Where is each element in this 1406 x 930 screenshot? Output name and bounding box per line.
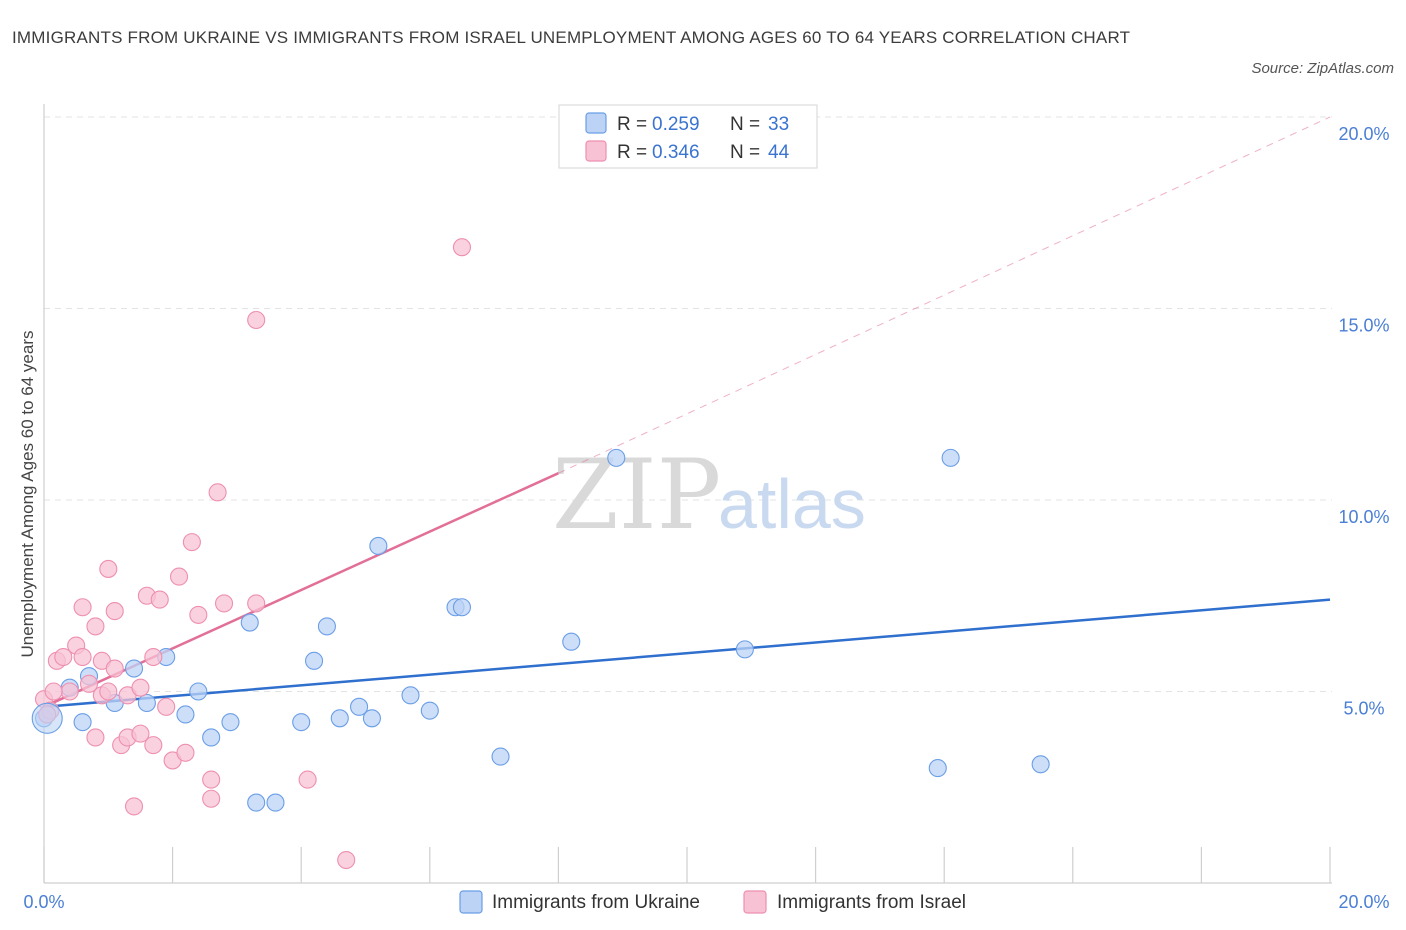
- watermark-zip: ZIP: [552, 439, 721, 551]
- legend-n-value-ukraine: 33: [768, 114, 789, 135]
- correlation-legend: R = 0.259 N = 33 R = 0.346 N = 44: [558, 104, 818, 169]
- israel-point: [105, 602, 124, 621]
- x-tick-label-left: 0.0%: [23, 892, 64, 912]
- y-axis-label: Unemployment Among Ages 60 to 64 years: [18, 331, 37, 658]
- source-label: Source: ZipAtlas.com: [1251, 60, 1394, 77]
- israel-point: [54, 647, 73, 667]
- israel-point: [169, 567, 189, 586]
- legend-n-value-israel: 44: [768, 142, 790, 163]
- legend-swatch-israel: [585, 140, 607, 162]
- ukraine-point: [369, 536, 388, 556]
- ukraine-point: [73, 713, 92, 732]
- israel-point: [452, 238, 472, 257]
- israel-point: [73, 647, 92, 667]
- x-tick-label-right: 20.0%: [1338, 892, 1389, 912]
- y-tick-label: 15.0%: [1338, 316, 1389, 336]
- ukraine-point: [350, 697, 369, 716]
- ukraine-point: [562, 632, 581, 651]
- legend-r-label-ukraine: R =: [617, 114, 647, 135]
- y-tick-label: 5.0%: [1343, 699, 1384, 719]
- ukraine-point: [452, 598, 472, 617]
- y-axis-tick-labels: 20.0% 15.0% 10.0% 5.0%: [1338, 124, 1389, 719]
- israel-point: [208, 483, 227, 502]
- israel-point: [86, 617, 105, 636]
- israel-point: [157, 697, 176, 716]
- israel-point: [202, 789, 221, 808]
- israel-point: [44, 682, 63, 701]
- series-label-ukraine: Immigrants from Ukraine: [492, 892, 700, 913]
- ukraine-point: [240, 613, 259, 632]
- israel-point: [247, 310, 266, 330]
- israel-point: [150, 590, 169, 609]
- ukraine-point: [221, 713, 240, 732]
- data-points: [31, 238, 1050, 870]
- israel-point: [247, 594, 266, 613]
- legend-r-label-israel: R =: [617, 142, 647, 163]
- series-swatch-ukraine: [459, 890, 483, 914]
- grid-lines: [44, 116, 1332, 692]
- watermark: ZIP atlas: [552, 439, 866, 551]
- ukraine-point: [137, 693, 156, 713]
- ukraine-point: [928, 759, 947, 778]
- ukraine-point: [1031, 755, 1050, 774]
- israel-point: [86, 728, 105, 747]
- israel-point: [202, 770, 221, 789]
- series-swatch-israel: [743, 890, 767, 914]
- ukraine-point: [292, 713, 311, 732]
- ukraine-cluster-point: [31, 702, 63, 734]
- israel-point: [131, 724, 150, 743]
- legend-swatch-ukraine: [585, 112, 607, 134]
- israel-point: [298, 770, 317, 789]
- israel-point: [79, 674, 99, 693]
- axes: [43, 104, 1332, 884]
- israel-point: [189, 605, 208, 624]
- trend-lines: [43, 116, 1331, 709]
- ukraine-point: [124, 659, 144, 678]
- ukraine-point: [607, 448, 626, 467]
- ukraine-point: [420, 701, 439, 720]
- y-tick-label: 10.0%: [1338, 507, 1389, 527]
- israel-point: [73, 598, 92, 617]
- israel-point: [60, 682, 79, 701]
- israel-point: [131, 678, 150, 697]
- legend-n-label-israel: N =: [730, 142, 760, 163]
- israel-point: [144, 736, 163, 755]
- y-tick-label: 20.0%: [1338, 124, 1389, 144]
- chart-title: IMMIGRANTS FROM UKRAINE VS IMMIGRANTS FR…: [12, 28, 1131, 47]
- trend-line-0: [43, 598, 1331, 709]
- legend-n-label-ukraine: N =: [730, 114, 760, 135]
- ukraine-point: [305, 651, 324, 670]
- ukraine-point: [176, 705, 195, 724]
- israel-point: [176, 743, 195, 762]
- ukraine-point: [362, 709, 381, 728]
- israel-point: [144, 647, 163, 667]
- x-axis-ticks: [43, 847, 1331, 883]
- ukraine-point: [247, 793, 266, 812]
- trend-extension-1: [558, 116, 1331, 474]
- israel-point: [99, 559, 118, 578]
- legend-r-value-israel: 0.346: [652, 142, 700, 163]
- ukraine-point: [317, 617, 336, 636]
- ukraine-point: [189, 682, 208, 701]
- ukraine-point: [941, 448, 960, 467]
- israel-point: [124, 797, 144, 816]
- ukraine-point: [266, 793, 285, 812]
- series-label-israel: Immigrants from Israel: [777, 892, 966, 913]
- israel-point: [182, 533, 201, 552]
- israel-point: [99, 682, 118, 701]
- series-legend: Immigrants from Ukraine Immigrants from …: [459, 890, 966, 914]
- legend-r-value-ukraine: 0.259: [652, 114, 700, 135]
- israel-point: [214, 594, 234, 613]
- watermark-atlas: atlas: [718, 465, 866, 543]
- israel-point: [105, 659, 124, 678]
- ukraine-point: [202, 728, 221, 747]
- israel-point: [337, 850, 356, 870]
- ukraine-point: [401, 686, 420, 705]
- ukraine-point: [735, 640, 754, 659]
- ukraine-point: [330, 709, 349, 728]
- ukraine-point: [491, 747, 510, 766]
